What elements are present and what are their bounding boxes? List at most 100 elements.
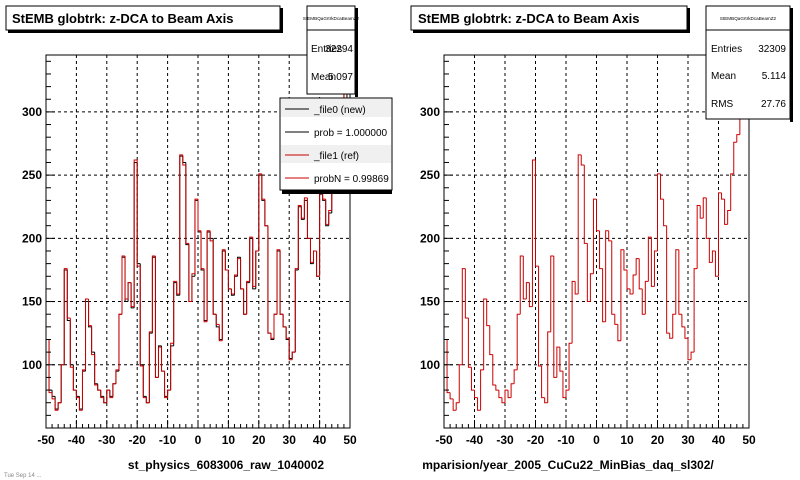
histogram-bin <box>699 205 704 219</box>
histogram-bin <box>267 225 271 334</box>
histogram-bin <box>559 347 563 372</box>
x-tick-label: 0 <box>195 433 202 447</box>
histogram-bin <box>724 199 728 225</box>
y-tick-label: 100 <box>420 358 440 372</box>
histogram-bin <box>727 210 731 225</box>
histogram-bin <box>467 317 472 368</box>
histogram-bin <box>115 369 119 384</box>
histogram-bin <box>167 389 171 398</box>
histogram-bin <box>486 299 490 327</box>
histogram-bin <box>718 192 722 277</box>
histogram-bin <box>653 250 658 287</box>
histogram-bin <box>714 250 719 277</box>
chart-title: StEMB globtrk: z-DCA to Beam Axis <box>418 11 640 26</box>
histogram-bin <box>148 331 153 403</box>
histogram-bin <box>574 281 579 295</box>
legend-label-prob: prob = 1.000000 <box>314 128 388 139</box>
histogram-bin <box>57 402 62 411</box>
histogram-bin <box>571 280 576 344</box>
histogram-bin <box>580 154 585 166</box>
histogram-bin <box>97 385 101 391</box>
histogram-bin <box>72 367 77 391</box>
histogram-bin <box>470 367 475 391</box>
stats-name: StEMBQaGrtrkDcaBeamZ2 <box>303 16 360 21</box>
histogram-bin <box>273 313 278 339</box>
histogram-bin <box>154 256 159 378</box>
title-box <box>410 5 688 31</box>
histogram-bin <box>91 325 95 356</box>
histogram-bin <box>303 197 308 219</box>
histogram-bin <box>647 236 652 282</box>
histogram-bin <box>136 159 141 267</box>
histogram-bin <box>88 299 92 327</box>
y-tick-label: 150 <box>22 295 42 309</box>
histogram-bin <box>118 313 122 370</box>
y-tick-label: 200 <box>22 231 42 245</box>
histogram-bin <box>173 280 177 344</box>
histogram-bin <box>182 154 186 166</box>
histogram-bin <box>151 255 156 332</box>
histogram-bin <box>711 250 716 263</box>
histogram-bin <box>85 298 89 370</box>
histogram-bin <box>474 390 478 399</box>
histogram-bin <box>556 346 560 378</box>
x-tick-label: 50 <box>742 433 756 447</box>
histogram-bin <box>513 369 518 384</box>
histogram-bin <box>605 230 609 322</box>
x-tick-label: -40 <box>466 433 484 447</box>
histogram-bin <box>233 274 238 294</box>
histogram-bin <box>638 258 643 290</box>
histogram-bin <box>81 369 86 411</box>
histogram-bin <box>452 398 457 411</box>
x-tick-label: 10 <box>620 433 634 447</box>
histogram-bin <box>736 134 740 143</box>
stats-mean-value: 5.114 <box>762 71 787 82</box>
histogram-bin <box>535 159 539 267</box>
histogram-bin <box>702 197 707 219</box>
histogram-bin <box>675 249 679 315</box>
histogram-bin <box>562 371 566 399</box>
histogram-bin <box>322 192 326 200</box>
histogram-bin <box>282 314 287 328</box>
histogram-bin <box>608 230 612 242</box>
axes: -50 -40 -30 -20 -10 0 10 20 30 40 50 100 150 200 250 30… <box>22 60 357 447</box>
x-tick-label: -20 <box>129 433 147 447</box>
histogram-bin <box>538 266 542 367</box>
histogram-bin <box>121 255 126 315</box>
histogram-bin <box>733 141 737 174</box>
histogram-bin <box>477 397 481 411</box>
histogram-bin <box>112 383 116 398</box>
histogram-bin <box>690 351 695 360</box>
histogram-bin <box>507 390 512 399</box>
histogram-bin <box>325 199 329 225</box>
histogram-bin <box>565 389 570 398</box>
histogram-bin <box>200 230 205 270</box>
histogram-bin <box>480 369 484 411</box>
x-tick-label: 40 <box>313 433 327 447</box>
histogram-bin <box>60 364 65 403</box>
legend-label-new: _file0 (new) <box>313 105 366 116</box>
histogram-bin <box>164 371 168 399</box>
histogram-bin <box>660 173 664 200</box>
histogram-bin <box>243 288 247 315</box>
histogram-bin <box>721 192 725 200</box>
histogram-bin <box>602 268 606 323</box>
histogram-bin <box>708 238 713 263</box>
histogram-bin <box>94 354 98 386</box>
histogram-series <box>444 68 749 411</box>
x-tick-label: -40 <box>68 433 86 447</box>
histogram-bin <box>276 249 281 315</box>
histogram-bin <box>130 282 135 308</box>
axes: -50 -40 -30 -20 -10 0 10 20 30 40 50 100 150 200 250 30… <box>420 60 756 447</box>
histogram-bin <box>185 165 189 244</box>
histogram-bin <box>294 268 299 353</box>
histogram-bin <box>672 313 676 339</box>
stats-rms-value: 27.76 <box>761 99 786 110</box>
histogram-bin <box>483 298 487 370</box>
histogram-bin <box>528 282 533 308</box>
histogram-bin <box>221 249 226 341</box>
histogram-bin <box>75 390 80 399</box>
histogram-bin <box>495 385 499 391</box>
histogram-bin <box>693 268 698 353</box>
histogram-bin <box>54 398 59 411</box>
